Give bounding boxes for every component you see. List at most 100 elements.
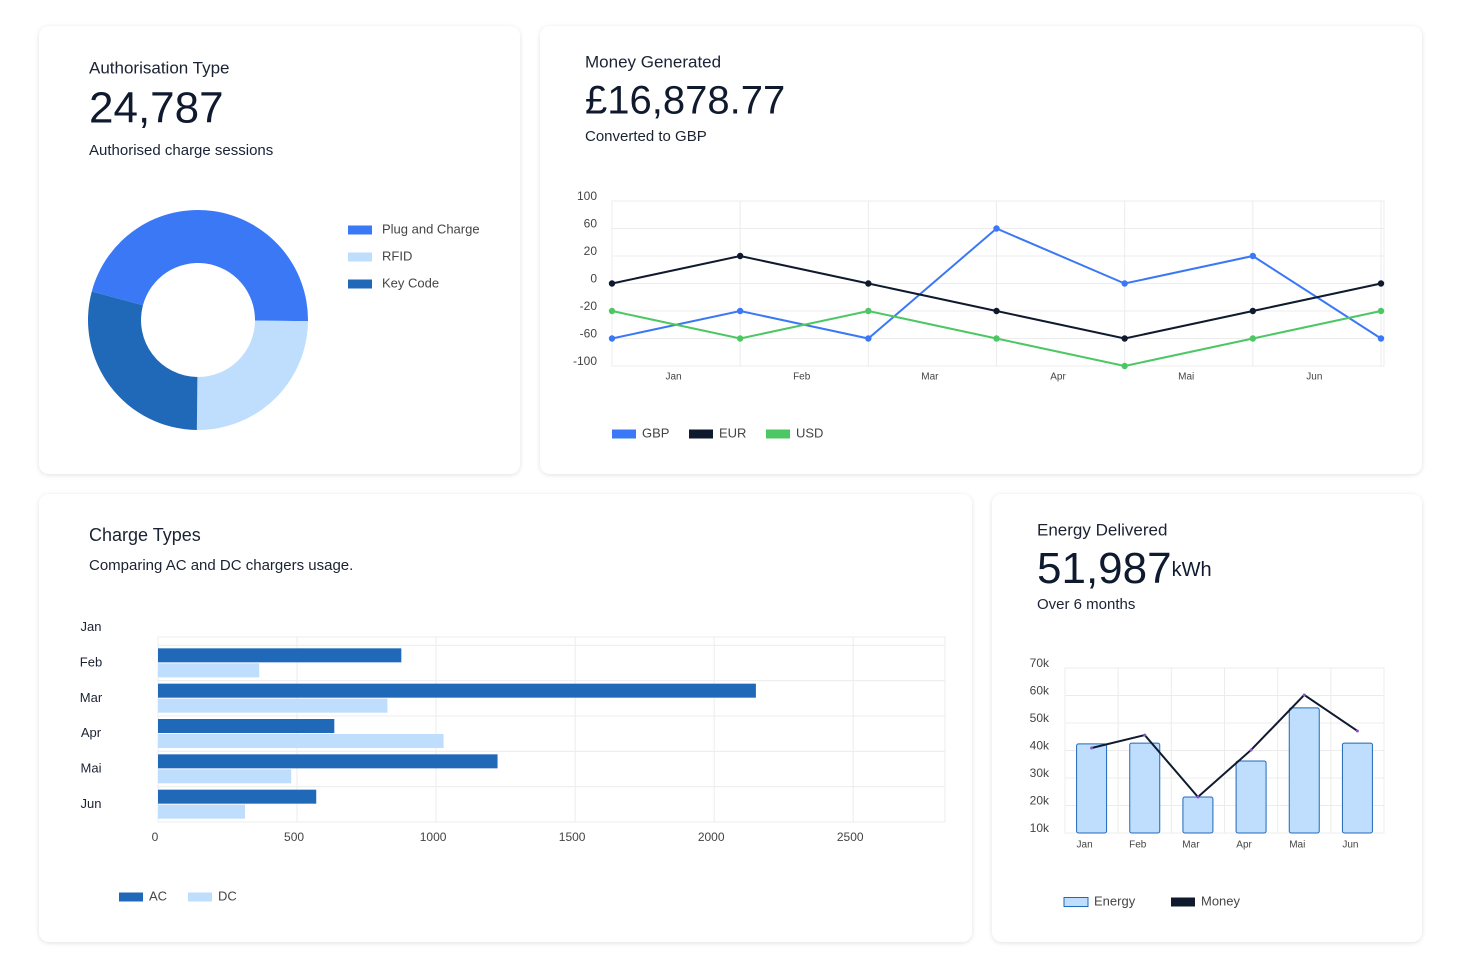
- x-tick-label: 1500: [559, 830, 586, 844]
- bar: [158, 663, 260, 678]
- x-tick-label: 0: [152, 830, 159, 844]
- card: [540, 26, 1422, 474]
- legend-label: AC: [149, 888, 167, 903]
- y-tick-label: 30k: [1030, 766, 1050, 780]
- bar: [158, 754, 498, 769]
- point: [1121, 335, 1128, 342]
- legend-swatch: [119, 892, 143, 902]
- bar: [158, 734, 444, 748]
- x-tick-label: Jun: [1342, 840, 1358, 851]
- point: [1196, 795, 1200, 799]
- subtitle: Over 6 months: [1037, 596, 1135, 613]
- bar: [158, 804, 246, 819]
- x-tick-label: Jan: [1077, 840, 1093, 851]
- legend-label: EUR: [719, 425, 746, 440]
- point: [736, 335, 744, 342]
- point: [1121, 280, 1128, 287]
- bar: [158, 769, 292, 784]
- subtitle: Converted to GBP: [585, 128, 707, 145]
- point: [1090, 746, 1094, 750]
- bar: [158, 648, 402, 663]
- point: [608, 280, 616, 287]
- legend-swatch: [1063, 897, 1089, 907]
- y-tick-label: 60k: [1030, 684, 1050, 698]
- headline-value: 51,987: [1037, 544, 1172, 593]
- x-tick-label: Feb: [793, 372, 811, 383]
- bar: [158, 698, 388, 713]
- y-tick-label: 0: [590, 272, 597, 286]
- x-tick-label: 2000: [698, 830, 725, 844]
- y-tick-label: Mar: [80, 690, 103, 705]
- point: [736, 307, 744, 315]
- legend-swatch: [348, 252, 372, 262]
- headline: £16,878.77: [585, 79, 785, 123]
- bar: [1129, 742, 1161, 834]
- card-title: Authorisation Type: [89, 58, 230, 77]
- y-tick-label: Feb: [80, 654, 102, 669]
- card-title: Charge Types: [89, 525, 201, 545]
- x-tick-label: Mar: [921, 372, 939, 383]
- point: [736, 252, 744, 260]
- pie-slice: [88, 291, 198, 430]
- legend-label: Key Code: [382, 275, 439, 290]
- y-tick-label: 100: [577, 189, 597, 203]
- bar: [1235, 760, 1267, 834]
- y-tick-label: 20k: [1030, 794, 1050, 808]
- legend-label: Plug and Charge: [382, 221, 480, 236]
- legend-swatch: [766, 429, 790, 439]
- y-tick-label: Jun: [81, 796, 102, 811]
- point: [1121, 362, 1128, 370]
- point: [1249, 335, 1257, 342]
- legend-swatch: [612, 429, 636, 439]
- legend-label: RFID: [382, 248, 412, 263]
- y-tick-label: 10k: [1030, 821, 1050, 835]
- y-tick-label: 60: [584, 217, 598, 231]
- headline: 24,787: [89, 84, 224, 133]
- x-tick-label: Jan: [665, 372, 681, 383]
- pie-slice: [91, 210, 308, 322]
- legend-label: Energy: [1094, 893, 1136, 908]
- line: [1091, 693, 1358, 799]
- pie-slice: [196, 320, 308, 430]
- y-tick-label: Jan: [81, 619, 102, 634]
- legend-label: DC: [218, 888, 237, 903]
- point: [1249, 748, 1253, 752]
- y-tick-label: 40k: [1030, 739, 1050, 753]
- x-tick-label: 1000: [420, 830, 447, 844]
- bar: [1182, 796, 1214, 834]
- bar: [158, 719, 335, 733]
- card-title: Energy Delivered: [1037, 520, 1167, 539]
- legend-label: USD: [796, 425, 823, 440]
- bar: [158, 683, 756, 698]
- x-tick-label: Mar: [1182, 840, 1200, 851]
- x-tick-label: 500: [284, 830, 304, 844]
- legend-swatch: [348, 279, 372, 289]
- bar: [158, 789, 317, 804]
- point: [865, 307, 872, 315]
- bar: [1076, 743, 1108, 834]
- point: [608, 335, 616, 342]
- point: [1355, 729, 1359, 733]
- bar: [1288, 707, 1320, 834]
- point: [1377, 307, 1385, 315]
- point: [1249, 252, 1257, 260]
- point: [1302, 693, 1306, 697]
- point: [1143, 733, 1147, 737]
- x-tick-label: Mai: [1289, 840, 1305, 851]
- legend-swatch: [348, 225, 372, 235]
- x-tick-label: 2500: [837, 830, 864, 844]
- y-tick-label: -100: [573, 354, 597, 368]
- x-tick-label: Apr: [1050, 372, 1066, 383]
- card-title: Money Generated: [585, 52, 721, 71]
- legend-swatch: [689, 429, 713, 439]
- headline-unit: kWh: [1172, 559, 1212, 581]
- x-tick-label: Apr: [1236, 840, 1252, 851]
- x-tick-label: Mai: [1178, 372, 1194, 383]
- point: [1377, 335, 1385, 342]
- x-tick-label: Jun: [1306, 372, 1322, 383]
- subtitle: Authorised charge sessions: [89, 142, 273, 159]
- legend-swatch: [188, 892, 212, 902]
- point: [865, 335, 872, 342]
- legend-swatch: [1171, 897, 1195, 907]
